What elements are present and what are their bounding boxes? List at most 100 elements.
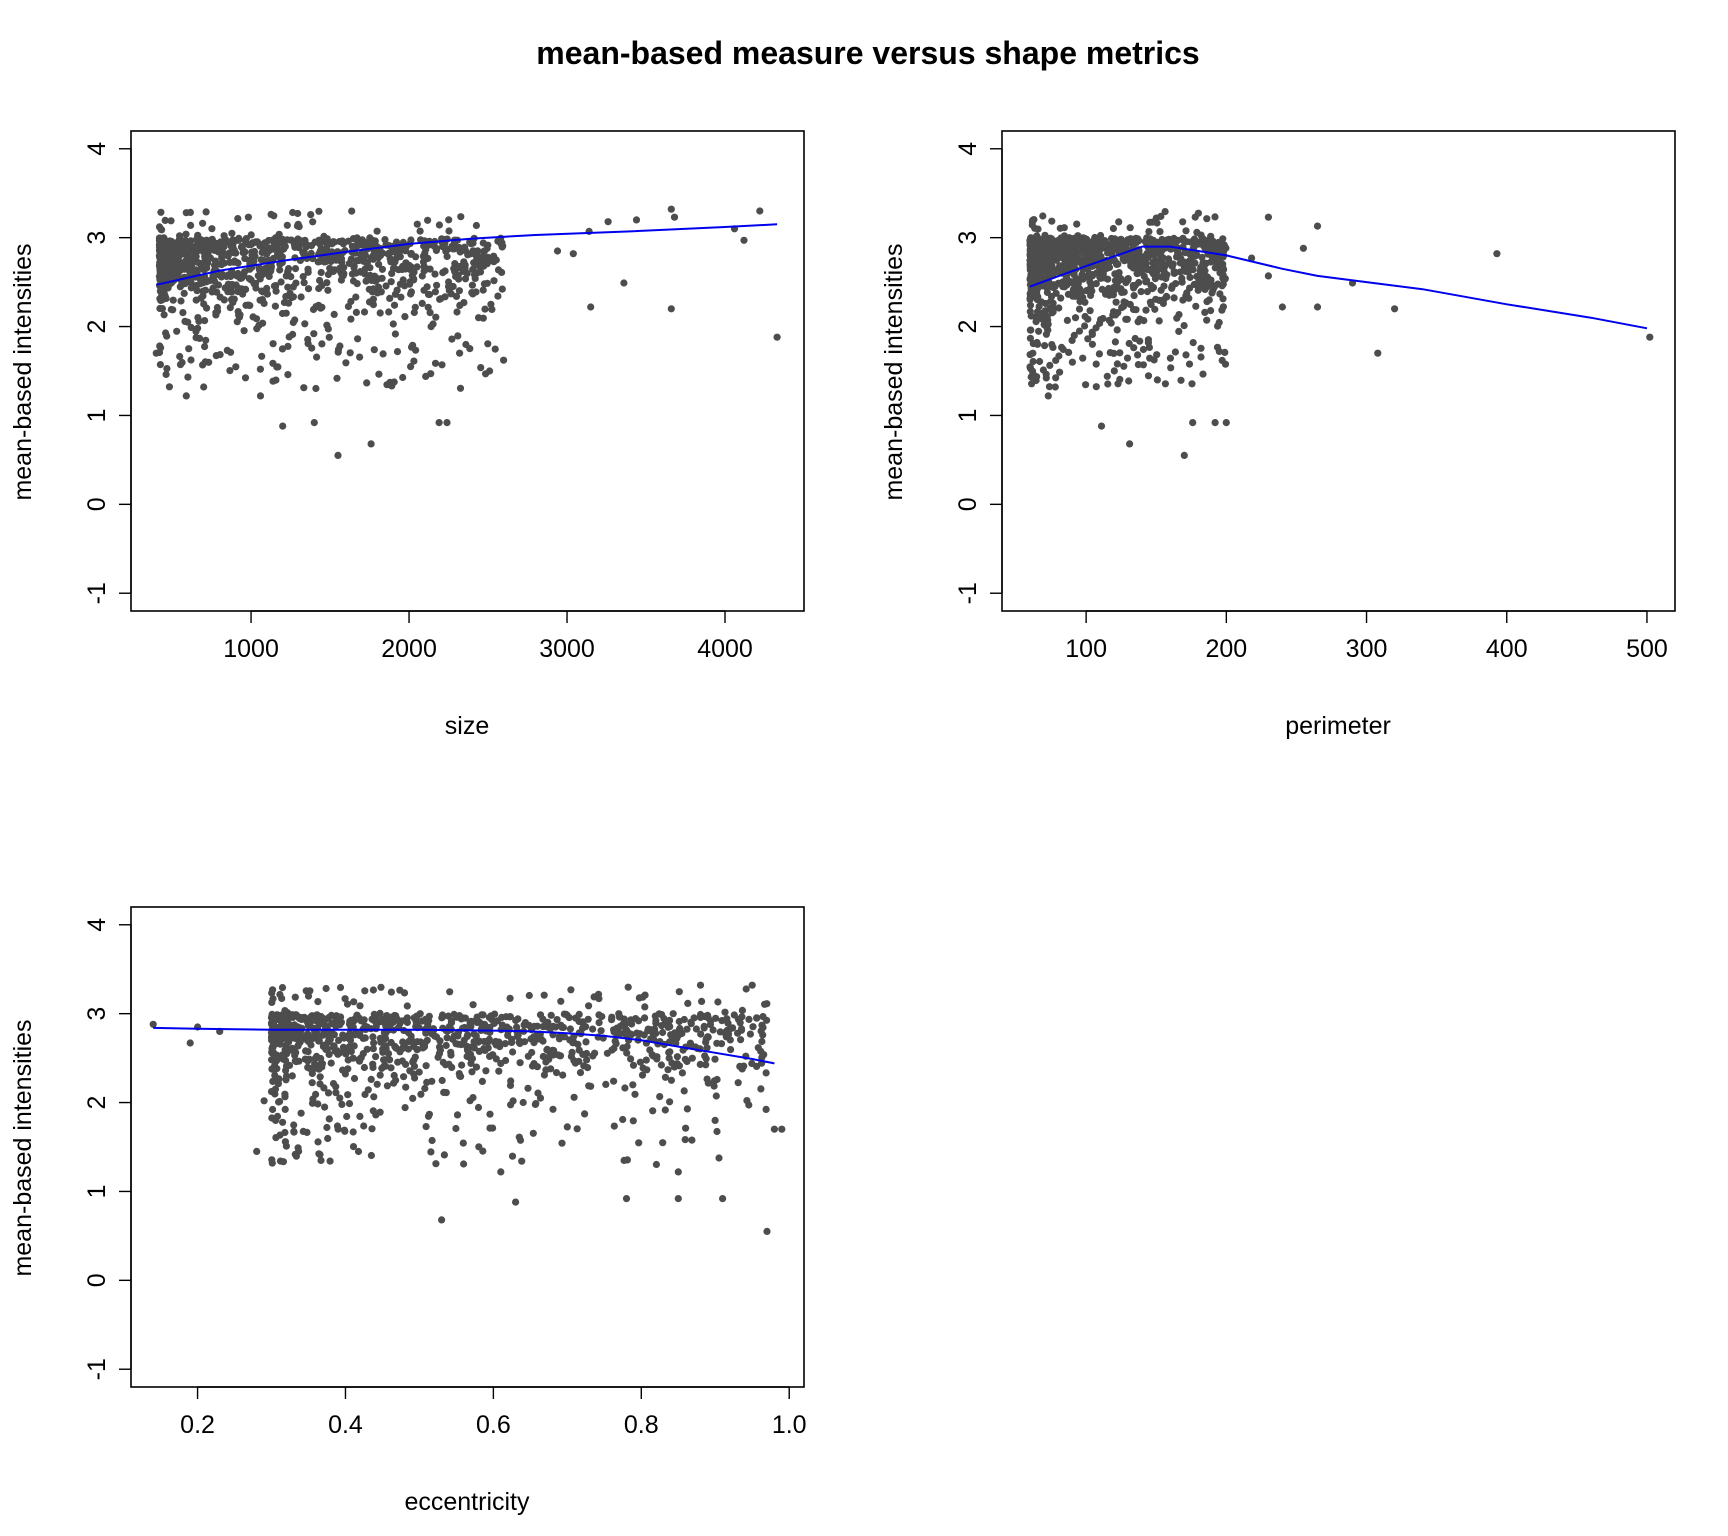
data-point [402, 1083, 410, 1091]
data-point [1145, 343, 1153, 351]
data-point [1103, 264, 1111, 272]
data-point [342, 359, 350, 367]
data-point [475, 314, 483, 322]
data-point [181, 317, 189, 325]
data-point [317, 268, 325, 277]
data-point [186, 208, 194, 216]
data-point [360, 1016, 368, 1024]
data-point [247, 231, 255, 239]
data-point [1211, 419, 1219, 427]
data-point [268, 1065, 276, 1073]
data-point [1100, 274, 1108, 282]
data-point [370, 1093, 378, 1101]
data-point [631, 1090, 639, 1098]
data-point [480, 1020, 489, 1028]
data-point [162, 272, 170, 281]
data-point [323, 235, 331, 243]
data-point [317, 1156, 325, 1164]
data-point [377, 1017, 386, 1025]
data-point [1136, 337, 1144, 345]
data-point [349, 1054, 357, 1062]
data-point [1218, 356, 1226, 364]
y-tick-label: 0 [83, 1273, 111, 1287]
data-point [309, 218, 317, 226]
data-point [707, 1017, 715, 1025]
data-point [422, 1062, 430, 1070]
data-point [1145, 228, 1153, 236]
data-point [387, 1013, 395, 1021]
data-point [1075, 305, 1084, 313]
data-point [509, 1097, 517, 1105]
data-point [453, 308, 461, 316]
data-point [516, 1039, 524, 1048]
x-tick-label: 0.4 [328, 1411, 363, 1439]
data-point [773, 333, 781, 341]
data-point [369, 255, 377, 263]
data-point [469, 1001, 477, 1009]
data-point [160, 293, 168, 301]
data-point [372, 1022, 380, 1030]
data-point [1130, 292, 1138, 300]
data-point [325, 1115, 333, 1123]
data-point [712, 1092, 720, 1100]
data-point [291, 265, 300, 273]
data-point [157, 287, 165, 295]
data-point [477, 364, 485, 372]
data-point [1027, 288, 1035, 296]
data-point [460, 1160, 468, 1168]
data-point [461, 246, 469, 254]
data-point [682, 1124, 690, 1132]
data-point [479, 286, 487, 294]
data-point [742, 985, 750, 993]
data-point [182, 230, 190, 238]
data-point [376, 1071, 384, 1079]
data-point [383, 381, 391, 389]
data-point [255, 266, 263, 274]
data-point [1097, 422, 1106, 430]
data-point [187, 356, 195, 364]
data-point [667, 1076, 676, 1084]
data-point [326, 1157, 334, 1165]
data-point [1041, 307, 1049, 315]
data-point [478, 1077, 486, 1085]
data-point [736, 1062, 744, 1070]
data-point [370, 1039, 378, 1047]
data-point [1219, 295, 1227, 303]
x-axis-label-perimeter: perimeter [1285, 712, 1391, 740]
data-point [443, 419, 451, 427]
data-point [230, 258, 238, 266]
data-point [589, 1052, 597, 1060]
data-point [179, 309, 187, 317]
data-point [166, 237, 174, 245]
data-point [1092, 280, 1100, 288]
data-point [333, 1049, 341, 1057]
y-tick-label: -1 [83, 582, 111, 604]
data-point [435, 419, 443, 427]
data-point [1134, 351, 1142, 359]
data-point [256, 275, 264, 283]
data-point [161, 216, 169, 224]
data-point [1026, 294, 1035, 302]
data-point [622, 1030, 630, 1039]
data-point [1220, 247, 1228, 255]
data-point [308, 1079, 316, 1087]
data-point [410, 1070, 418, 1078]
data-point [445, 227, 453, 235]
data-point [1031, 224, 1039, 232]
data-point [316, 239, 325, 247]
data-point [163, 365, 171, 373]
data-point [192, 334, 200, 342]
data-point [315, 207, 323, 215]
data-point [386, 1021, 394, 1029]
data-point [479, 1011, 487, 1019]
data-point [338, 237, 346, 245]
data-point [1044, 392, 1052, 400]
data-point [1115, 269, 1123, 277]
data-point [184, 373, 192, 381]
data-point [758, 1037, 766, 1046]
data-point [1104, 380, 1112, 388]
data-point [227, 272, 235, 281]
data-point [315, 1150, 323, 1158]
data-point [1221, 348, 1229, 356]
data-point [361, 270, 369, 278]
